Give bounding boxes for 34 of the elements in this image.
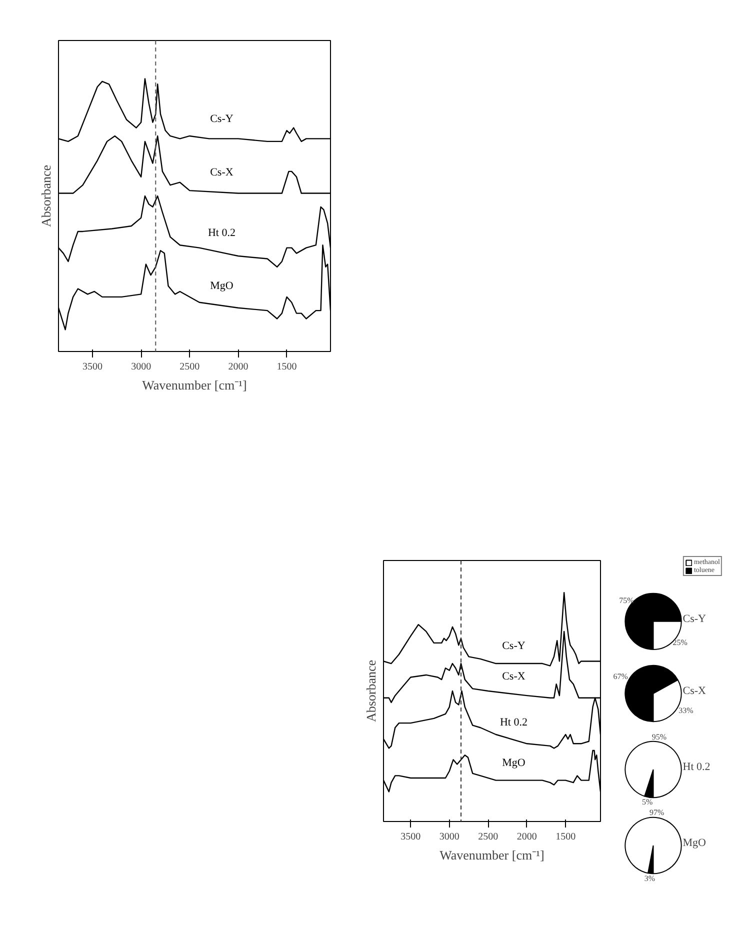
y-axis-title: Absorbance — [38, 164, 54, 228]
x-tick-label: 3500 — [400, 832, 421, 842]
x-tick-label: 3000 — [131, 362, 152, 372]
series-label: Ht 0.2 — [500, 716, 528, 728]
data-label: 95% — [652, 732, 667, 742]
text: Cs-X — [682, 684, 706, 697]
series-label: Cs-Y — [502, 640, 526, 652]
data-label: 5% — [642, 798, 653, 807]
x-tick-label: 2000 — [516, 832, 537, 842]
text: Cs-Y — [682, 613, 706, 626]
x-axis-title: Wavenumber [cm⁻¹] — [440, 848, 544, 862]
x-tick-label: 3500 — [82, 362, 102, 372]
x-tick-label: 2000 — [228, 362, 248, 372]
data-label: 97% — [650, 808, 664, 818]
x-axis-title: Wavenumber [cm⁻¹] — [142, 378, 247, 392]
x-tick-label: 3000 — [439, 832, 460, 842]
data-label: 67% — [613, 672, 628, 682]
series-label: Cs-Y — [210, 113, 234, 126]
series-label: Ht 0.2 — [208, 226, 236, 239]
text: Ht 0.2 — [682, 760, 710, 773]
y-axis-title: Absorbance — [364, 660, 378, 722]
x-tick-label: 1500 — [276, 362, 297, 372]
text: MgO — [682, 836, 706, 849]
series-label: Cs-X — [210, 166, 234, 179]
series-label: Cs-X — [502, 670, 526, 683]
data-label: 75% — [619, 596, 634, 606]
data-label: 25% — [672, 638, 688, 647]
data-label: 3% — [644, 874, 656, 883]
x-tick-label: 2500 — [478, 832, 498, 842]
series-label: MgO — [502, 756, 526, 769]
x-tick-label: 1500 — [556, 832, 576, 842]
data-label: 33% — [678, 706, 694, 715]
x-tick-label: 2500 — [180, 362, 200, 372]
series-label: MgO — [210, 280, 234, 292]
